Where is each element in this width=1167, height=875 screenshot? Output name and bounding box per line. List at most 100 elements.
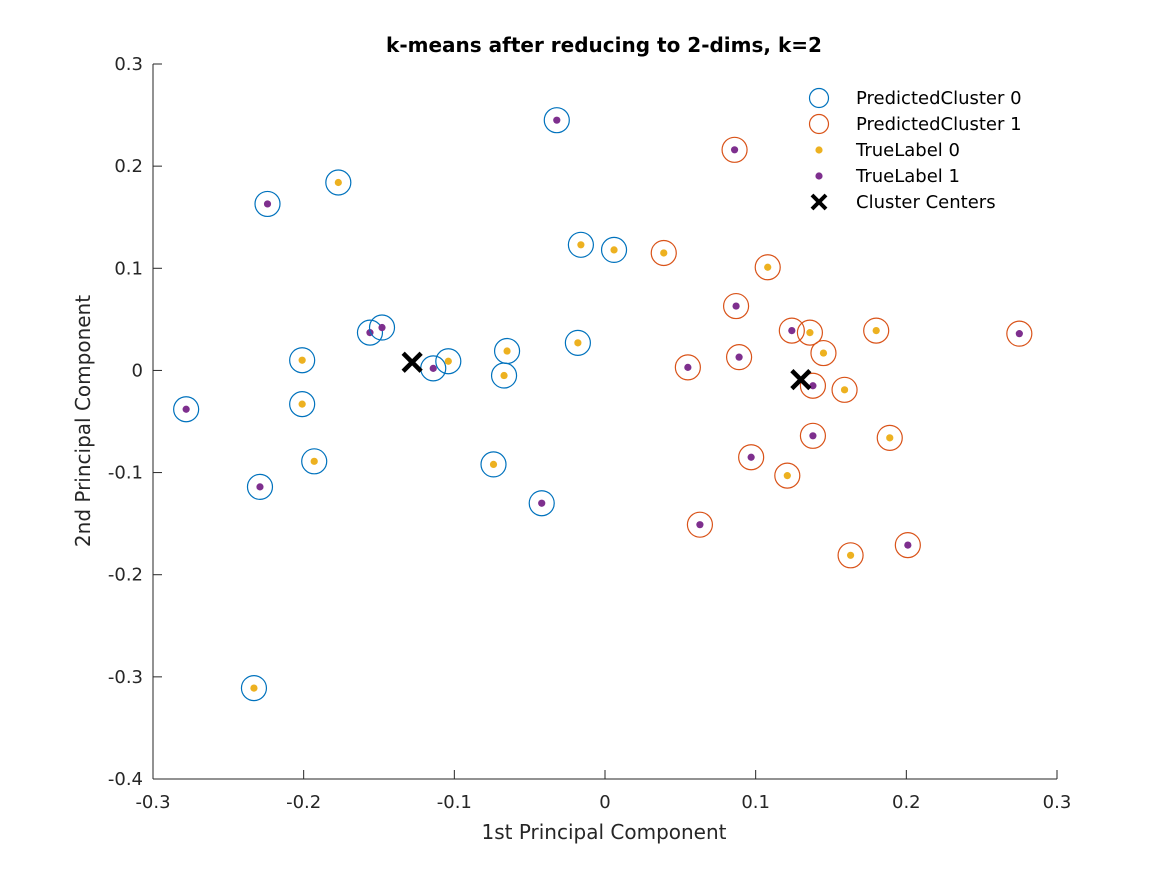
legend-circle-icon bbox=[808, 113, 830, 135]
true-label-1-dot bbox=[182, 405, 190, 413]
true-label-1-dot bbox=[1015, 330, 1023, 338]
predicted-cluster-1-marker bbox=[722, 292, 750, 320]
x-axis-label: 1st Principal Component bbox=[481, 820, 726, 844]
y-tick-label: 0 bbox=[132, 360, 143, 381]
legend-item: TrueLabel 1 bbox=[815, 166, 960, 187]
predicted-cluster-0-marker bbox=[368, 314, 396, 341]
predicted-cluster-1-marker bbox=[778, 317, 805, 344]
true-label-1-dot bbox=[809, 432, 817, 440]
true-label-0-dot bbox=[783, 472, 791, 480]
x-tick-label: -0.1 bbox=[437, 792, 472, 813]
predicted-cluster-0-marker bbox=[325, 169, 352, 196]
predicted-cluster-0-marker bbox=[240, 674, 268, 702]
predicted-cluster-0-marker bbox=[567, 231, 594, 258]
y-tick-label: 0.2 bbox=[114, 156, 143, 177]
y-tick-label: -0.2 bbox=[108, 565, 143, 586]
y-tick-label: -0.4 bbox=[108, 769, 143, 790]
legend-item: PredictedCluster 0 bbox=[808, 87, 1022, 109]
predicted-cluster-1-marker bbox=[674, 354, 701, 381]
true-label-1-dot bbox=[538, 499, 546, 507]
true-label-0-dot bbox=[444, 357, 452, 365]
predicted-cluster-1-marker bbox=[721, 136, 748, 163]
predicted-cluster-1-marker bbox=[1006, 320, 1033, 347]
predicted-cluster-0-marker bbox=[435, 348, 462, 375]
true-label-0-dot bbox=[298, 400, 306, 408]
true-label-1-dot bbox=[730, 146, 739, 154]
true-label-0-dot bbox=[806, 329, 814, 337]
legend-item: TrueLabel 0 bbox=[815, 140, 960, 161]
true-label-1-dot bbox=[684, 363, 692, 371]
x-tick-label: 0.2 bbox=[892, 792, 921, 813]
true-label-0-dot bbox=[610, 246, 618, 254]
true-label-1-dot bbox=[809, 382, 817, 390]
true-label-0-dot bbox=[819, 349, 828, 357]
true-label-0-dot bbox=[660, 249, 668, 257]
chart-title: k-means after reducing to 2-dims, k=2 bbox=[386, 33, 822, 57]
true-label-1-dot bbox=[378, 323, 386, 332]
true-label-0-dot bbox=[574, 339, 582, 347]
true-label-1-dot bbox=[256, 483, 264, 491]
predicted-cluster-0-marker bbox=[254, 190, 281, 218]
true-label-1-dot bbox=[904, 541, 912, 549]
plot-points bbox=[173, 107, 1033, 702]
predicted-cluster-0-marker bbox=[289, 347, 316, 374]
true-label-0-dot bbox=[250, 684, 258, 692]
predicted-cluster-0-marker bbox=[246, 473, 274, 500]
cluster-center-stroke bbox=[401, 351, 423, 373]
legend-label: PredictedCluster 1 bbox=[856, 114, 1022, 135]
predicted-cluster-1-marker bbox=[754, 254, 781, 281]
predicted-cluster-1-marker bbox=[799, 422, 827, 449]
predicted-cluster-1-marker bbox=[831, 376, 858, 403]
y-tick-label: -0.1 bbox=[108, 463, 143, 484]
legend-x-icon bbox=[810, 193, 828, 211]
predicted-cluster-0-marker bbox=[528, 490, 555, 517]
legend-item: PredictedCluster 1 bbox=[808, 113, 1022, 135]
predicted-cluster-0-marker bbox=[480, 451, 507, 478]
legend-dot-icon bbox=[815, 146, 823, 154]
true-label-1-dot bbox=[553, 116, 561, 124]
predicted-cluster-1-marker bbox=[650, 239, 677, 267]
predicted-cluster-0-marker bbox=[301, 448, 328, 475]
predicted-cluster-1-marker bbox=[796, 319, 824, 346]
predicted-cluster-0-marker bbox=[600, 236, 628, 263]
x-tick-label: 0 bbox=[599, 792, 610, 813]
x-tick-label: 0.1 bbox=[741, 792, 770, 813]
true-label-0-dot bbox=[500, 371, 508, 380]
legend-circle-icon bbox=[808, 87, 830, 109]
legend-label: Cluster Centers bbox=[856, 192, 996, 213]
true-label-0-dot bbox=[577, 241, 585, 249]
predicted-cluster-0-marker bbox=[356, 319, 384, 346]
cluster-center-stroke bbox=[790, 369, 812, 391]
true-label-0-dot bbox=[846, 551, 855, 559]
true-label-0-dot bbox=[489, 460, 498, 468]
true-label-0-dot bbox=[334, 178, 342, 187]
predicted-cluster-1-marker bbox=[738, 444, 765, 471]
predicted-cluster-0-marker bbox=[493, 337, 521, 365]
predicted-cluster-1-marker bbox=[876, 424, 903, 451]
x-tick-label: -0.2 bbox=[286, 792, 321, 813]
true-label-0-dot bbox=[298, 356, 306, 364]
legend-label: TrueLabel 1 bbox=[855, 166, 960, 187]
axes: -0.3 -0.2 -0.1 0 0.1 0.2 0.3-0.4-0.3-0.2-0.100… bbox=[108, 54, 1071, 813]
true-label-1-dot bbox=[696, 521, 704, 529]
true-label-0-dot bbox=[310, 457, 318, 465]
legend-label: TrueLabel 0 bbox=[855, 140, 960, 161]
true-label-1-dot bbox=[263, 200, 272, 208]
true-label-0-dot bbox=[872, 326, 880, 335]
legend-item: Cluster Centers bbox=[810, 192, 996, 213]
true-label-0-dot bbox=[840, 386, 849, 394]
predicted-cluster-1-marker bbox=[799, 372, 827, 399]
x-tick-label: -0.3 bbox=[135, 792, 170, 813]
legend: PredictedCluster 0 PredictedCluster 1 True… bbox=[808, 87, 1022, 213]
predicted-cluster-1-marker bbox=[863, 317, 890, 344]
y-tick-label: 0.3 bbox=[114, 54, 143, 75]
legend-label: PredictedCluster 0 bbox=[856, 88, 1022, 109]
predicted-cluster-0-marker bbox=[289, 391, 316, 418]
predicted-cluster-1-marker bbox=[774, 462, 801, 489]
x-tick-label: 0.3 bbox=[1043, 792, 1072, 813]
predicted-cluster-1-marker bbox=[725, 344, 753, 371]
true-label-0-dot bbox=[886, 434, 894, 442]
y-tick-label: -0.3 bbox=[108, 667, 143, 688]
predicted-cluster-0-marker bbox=[564, 329, 591, 356]
predicted-cluster-1-marker bbox=[810, 339, 837, 367]
